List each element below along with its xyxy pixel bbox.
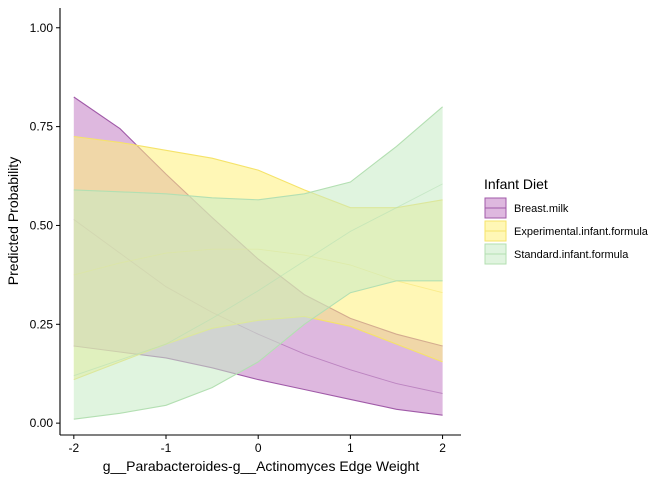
- x-tick-label: 1: [347, 441, 354, 455]
- x-tick-label: -1: [161, 441, 172, 455]
- y-tick-label: 0.75: [30, 120, 54, 134]
- upper-bound-line-standard-infant-formula: [73, 106, 443, 201]
- legend-item-standard-infant-formula: Standard.infant.formula: [484, 243, 629, 265]
- legend: Infant Diet Breast.milk Experimental.infa…: [484, 176, 649, 265]
- x-axis-title: g__Parabacteroides-g__Actinomyces Edge W…: [103, 458, 420, 474]
- y-tick-label: 0.50: [30, 218, 54, 232]
- x-tick-label: 0: [255, 441, 262, 455]
- y-tick-label: 1.00: [30, 21, 54, 35]
- y-tick-label: 0.25: [30, 317, 54, 331]
- legend-label-standard-infant-formula: Standard.infant.formula: [514, 249, 629, 261]
- ribbon-standard-infant-formula: [73, 106, 443, 420]
- legend-title: Infant Diet: [484, 176, 548, 192]
- legend-item-experimental-infant-formula: Experimental.infant.formula: [484, 220, 649, 242]
- y-tick-label: 0.00: [30, 416, 54, 430]
- ribbon-layer: [73, 96, 443, 420]
- x-tick-label: 2: [439, 441, 446, 455]
- legend-label-experimental-infant-formula: Experimental.infant.formula: [514, 226, 649, 238]
- legend-item-breast-milk: Breast.milk: [484, 197, 569, 219]
- fit-line-standard-infant-formula: [73, 183, 443, 377]
- lower-bound-line-standard-infant-formula: [73, 280, 443, 420]
- y-axis-title: Predicted Probability: [5, 157, 21, 285]
- axes-layer: 0.00 0.25 0.50 0.75 1.00 -2 -1 0 1 2: [30, 8, 461, 455]
- x-tick-label: -2: [68, 441, 79, 455]
- legend-label-breast-milk: Breast.milk: [514, 203, 569, 215]
